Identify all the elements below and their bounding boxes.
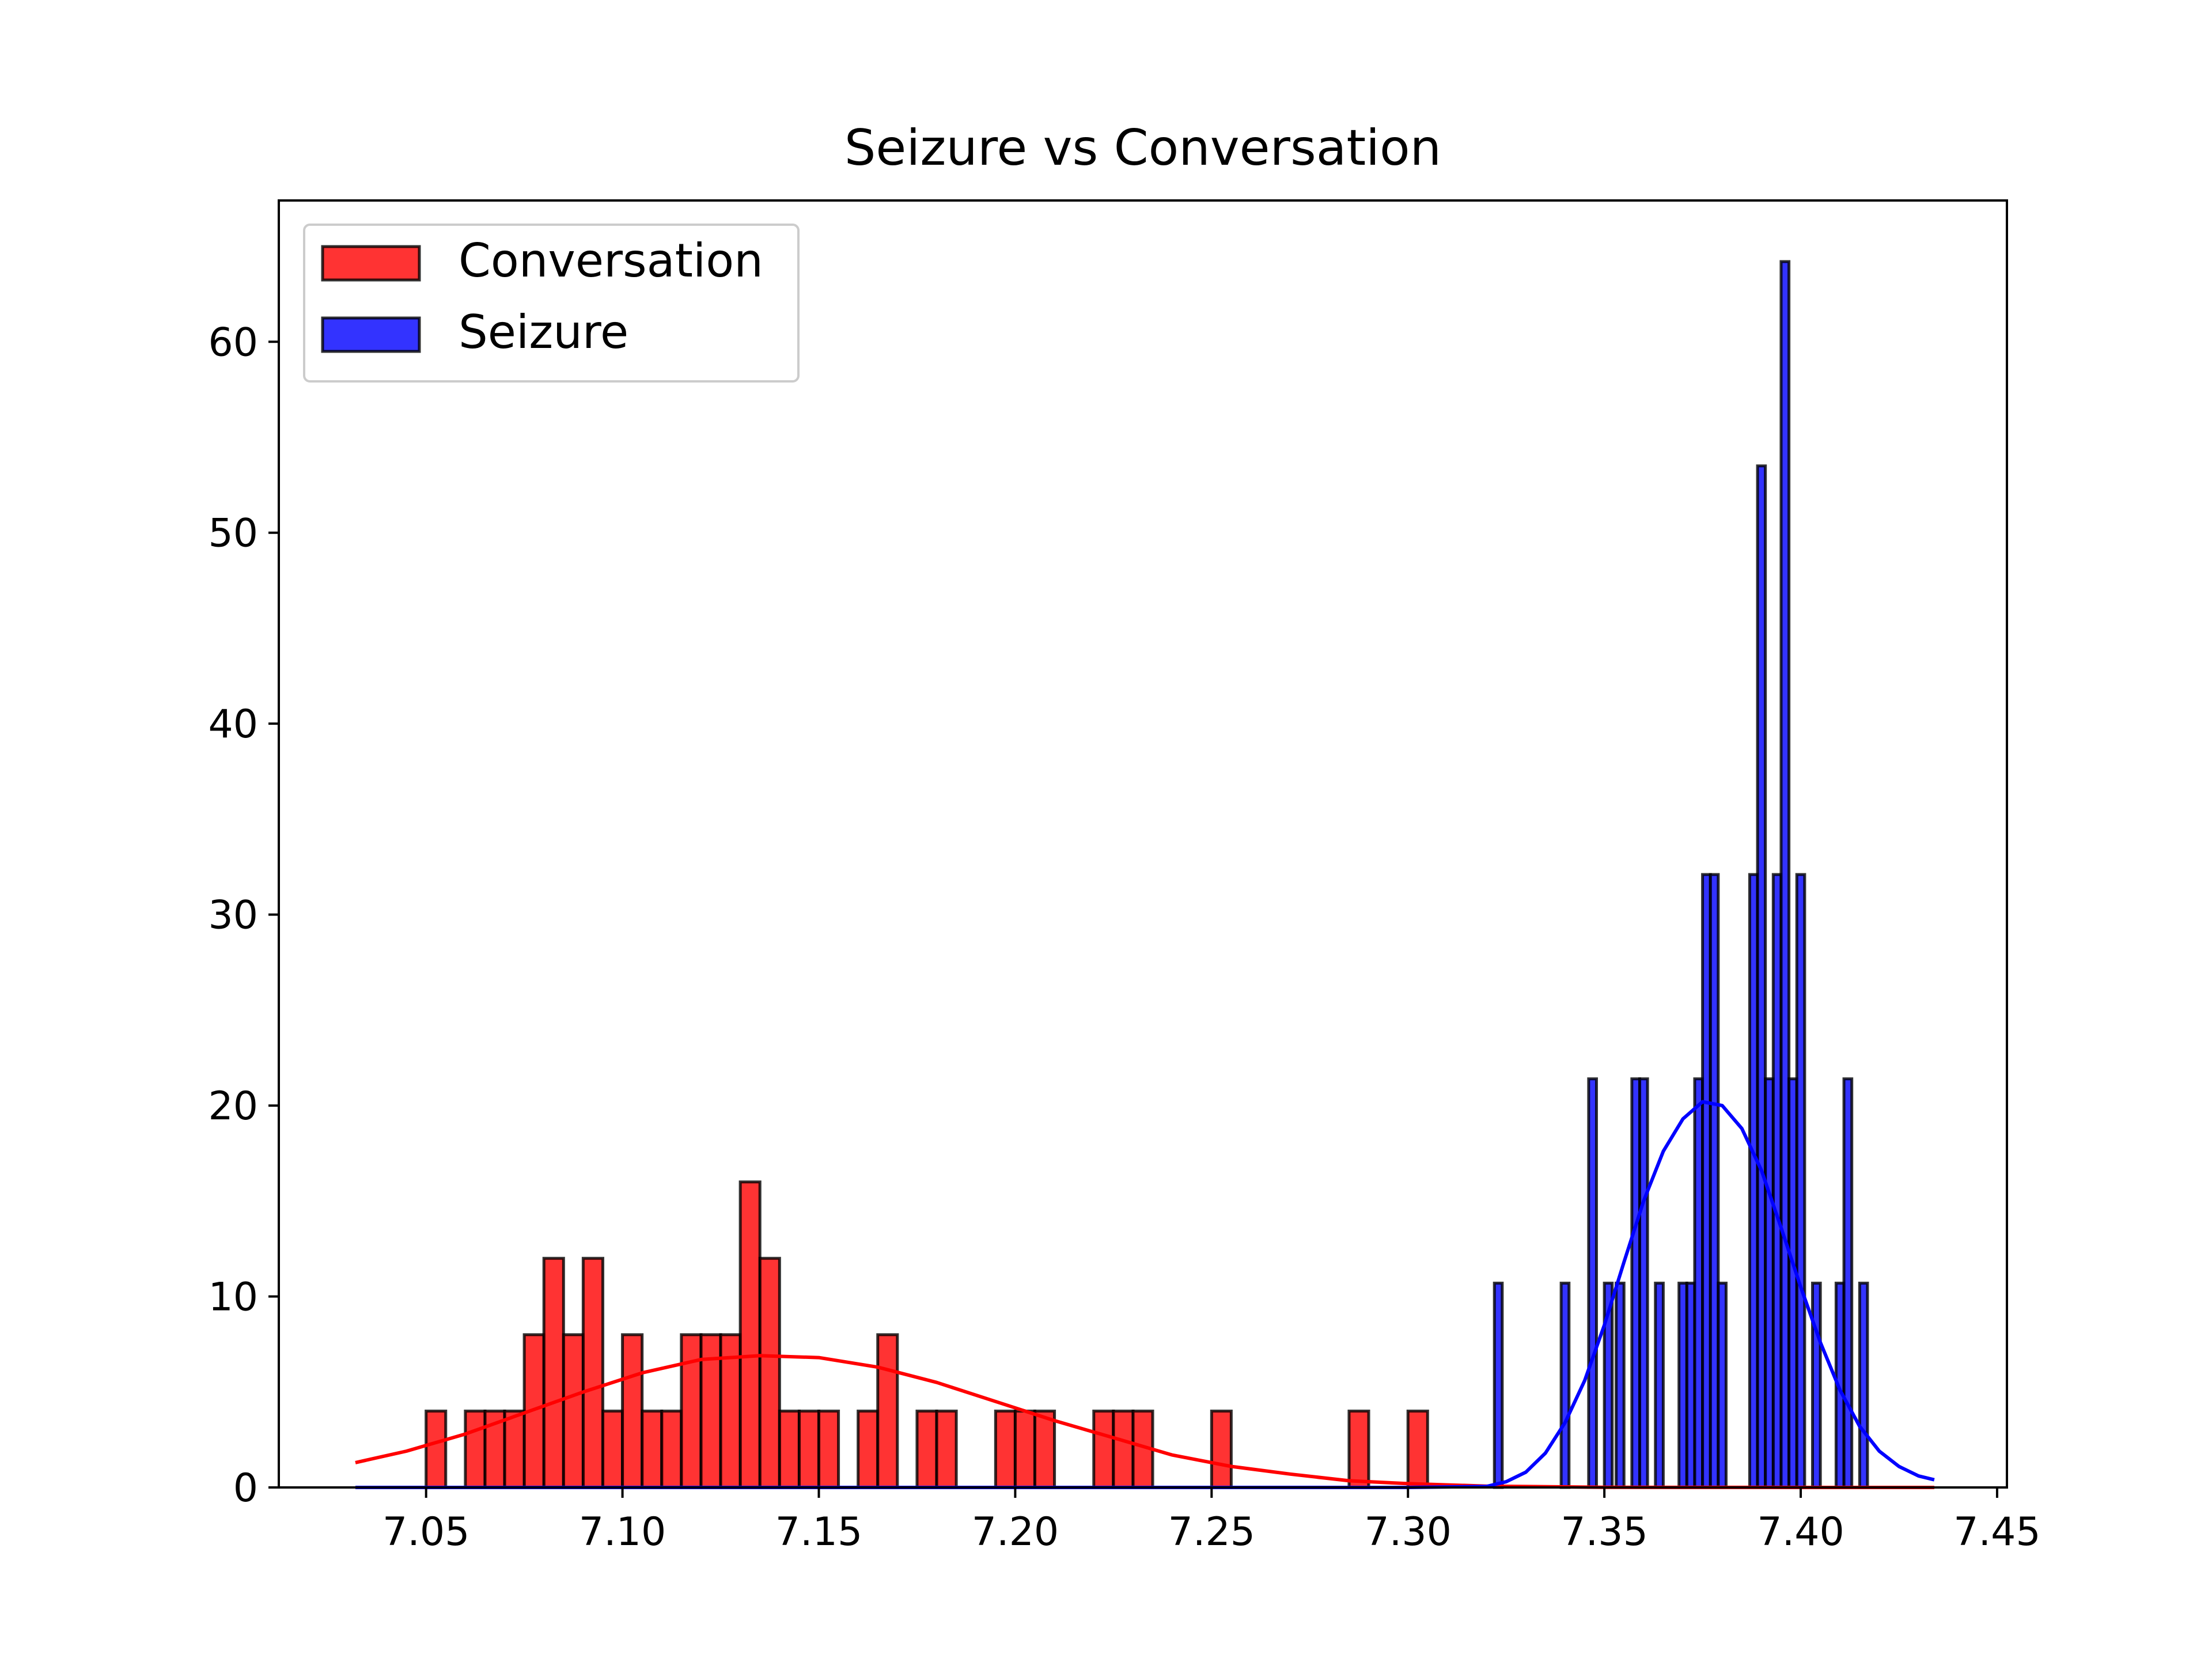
y-tick-label: 0 bbox=[233, 1466, 258, 1511]
bar-conversation bbox=[876, 1333, 899, 1489]
fit-curve-seizure bbox=[355, 1100, 1935, 1489]
x-tick-label: 7.05 bbox=[382, 1509, 469, 1555]
bar-conversation bbox=[660, 1409, 683, 1489]
bar-seizure bbox=[1615, 1281, 1626, 1489]
bar-conversation bbox=[562, 1333, 585, 1489]
bar-conversation bbox=[1092, 1409, 1115, 1489]
x-tick-label: 7.25 bbox=[1168, 1509, 1255, 1555]
x-tick-label: 7.45 bbox=[1953, 1509, 2040, 1555]
bar-conversation bbox=[464, 1409, 487, 1489]
bars-layer bbox=[425, 260, 1869, 1489]
bar-conversation bbox=[797, 1409, 820, 1489]
y-tick-label: 50 bbox=[208, 511, 258, 556]
bar-conversation bbox=[503, 1409, 526, 1489]
legend: Conversation Seizure bbox=[303, 224, 800, 383]
bar-seizure bbox=[1559, 1281, 1571, 1489]
bar-seizure bbox=[1858, 1281, 1869, 1489]
bar-conversation bbox=[1210, 1409, 1233, 1489]
bar-conversation bbox=[1406, 1409, 1429, 1489]
x-tick-label: 7.35 bbox=[1560, 1509, 1647, 1555]
bar-conversation bbox=[621, 1333, 644, 1489]
y-tick-label: 10 bbox=[208, 1275, 258, 1320]
bar-conversation bbox=[758, 1256, 781, 1489]
bar-seizure bbox=[1811, 1281, 1822, 1489]
bar-seizure bbox=[1654, 1281, 1665, 1489]
bar-conversation bbox=[581, 1256, 605, 1489]
chart-title: Seizure vs Conversation bbox=[844, 119, 1441, 177]
bar-seizure bbox=[1638, 1077, 1649, 1489]
curves-layer bbox=[355, 1100, 1935, 1489]
series-seizure-bars bbox=[1493, 260, 1869, 1489]
bar-conversation bbox=[738, 1180, 762, 1489]
bar-seizure bbox=[1587, 1077, 1598, 1489]
series-conversation-bars bbox=[425, 1180, 1429, 1489]
bar-conversation bbox=[1033, 1409, 1056, 1489]
legend-swatch-conversation bbox=[321, 245, 421, 282]
bar-conversation bbox=[994, 1409, 1017, 1489]
x-tick-label: 7.40 bbox=[1757, 1509, 1844, 1555]
legend-box bbox=[303, 224, 800, 383]
plot-frame bbox=[278, 199, 2008, 1489]
y-tick-label: 60 bbox=[208, 320, 258, 365]
y-tick-label: 20 bbox=[208, 1084, 258, 1129]
y-tick-label: 40 bbox=[208, 702, 258, 747]
bar-conversation bbox=[915, 1409, 938, 1489]
x-tick-label: 7.20 bbox=[972, 1509, 1059, 1555]
bar-conversation bbox=[1112, 1409, 1135, 1489]
x-tick-label: 7.15 bbox=[775, 1509, 862, 1555]
fit-curve-conversation bbox=[355, 1354, 1934, 1489]
x-tick-label: 7.10 bbox=[579, 1509, 666, 1555]
x-tick-label: 7.30 bbox=[1365, 1509, 1452, 1555]
bar-seizure bbox=[1493, 1281, 1504, 1489]
bar-conversation bbox=[680, 1333, 703, 1489]
axes-layer: 7.05 7.10 7.15 7.20 7.25 7.30 7.35 7.40 7.45 0 10 2… bbox=[208, 199, 2041, 1555]
bar-conversation bbox=[542, 1256, 565, 1489]
legend-swatch-seizure bbox=[321, 316, 421, 353]
bar-conversation bbox=[778, 1409, 801, 1489]
bar-conversation bbox=[425, 1409, 448, 1489]
legend-label-seizure: Seizure bbox=[459, 305, 628, 359]
bar-conversation bbox=[857, 1409, 880, 1489]
bar-conversation bbox=[719, 1333, 742, 1489]
bar-conversation bbox=[641, 1409, 664, 1489]
bar-conversation bbox=[1013, 1409, 1036, 1489]
bar-seizure bbox=[1795, 873, 1806, 1489]
bar-conversation bbox=[817, 1409, 840, 1489]
bar-conversation bbox=[1347, 1409, 1370, 1489]
bar-conversation bbox=[935, 1409, 958, 1489]
legend-label-conversation: Conversation bbox=[459, 234, 763, 287]
bar-conversation bbox=[601, 1409, 624, 1489]
bar-seizure bbox=[1717, 1281, 1728, 1489]
bar-seizure bbox=[1842, 1077, 1854, 1489]
y-tick-label: 30 bbox=[208, 893, 258, 938]
